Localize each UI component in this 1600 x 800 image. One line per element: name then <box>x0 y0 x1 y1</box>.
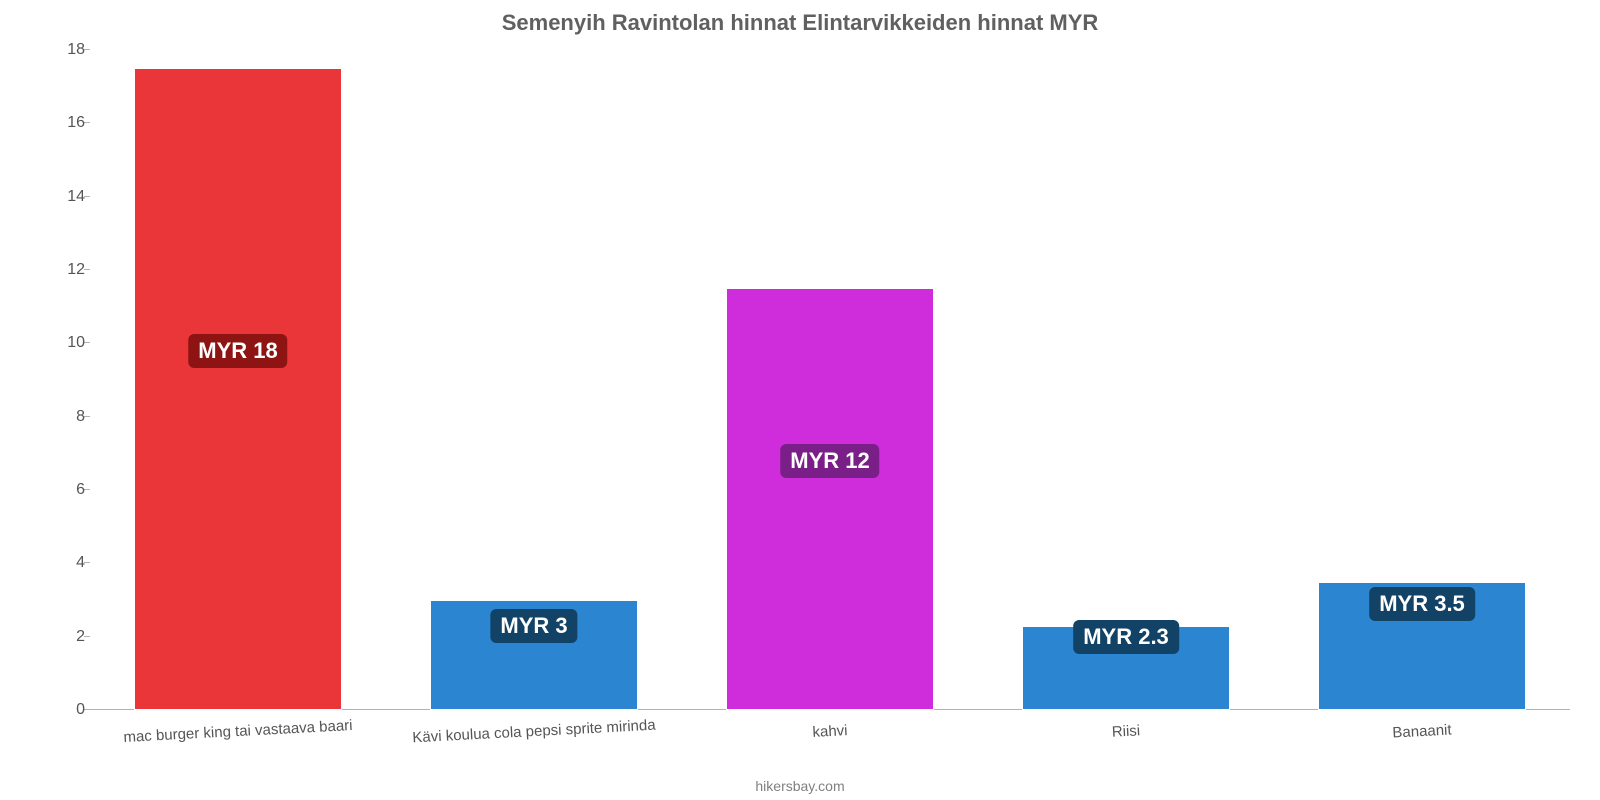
y-tick-label: 10 <box>35 334 85 352</box>
y-tick-mark <box>84 562 90 563</box>
y-tick-label: 0 <box>35 701 85 719</box>
y-tick-mark <box>84 49 90 50</box>
y-tick-label: 8 <box>35 408 85 426</box>
y-tick-mark <box>84 489 90 490</box>
y-tick-mark <box>84 122 90 123</box>
chart-title: Semenyih Ravintolan hinnat Elintarvikkei… <box>0 10 1600 36</box>
bar <box>134 68 341 710</box>
chart-credit: hikersbay.com <box>0 778 1600 794</box>
bar-value-label: MYR 3 <box>490 609 577 643</box>
y-axis: 024681012141618 <box>35 50 85 710</box>
bar <box>726 288 933 710</box>
x-tick-label: mac burger king tai vastaava baari <box>123 717 353 746</box>
y-tick-mark <box>84 636 90 637</box>
y-tick-label: 18 <box>35 41 85 59</box>
y-tick-label: 6 <box>35 481 85 499</box>
y-tick-mark <box>84 416 90 417</box>
x-tick-label: Riisi <box>1111 722 1140 740</box>
plot-area: 024681012141618 mac burger king tai vast… <box>90 50 1570 710</box>
y-tick-mark <box>84 709 90 710</box>
x-axis: mac burger king tai vastaava baari Kävi k… <box>90 710 1570 750</box>
bar-value-label: MYR 12 <box>780 444 879 478</box>
y-tick-label: 14 <box>35 188 85 206</box>
bar-value-label: MYR 2.3 <box>1073 620 1179 654</box>
bar-value-label: MYR 3.5 <box>1369 587 1475 621</box>
y-tick-label: 12 <box>35 261 85 279</box>
y-tick-mark <box>84 342 90 343</box>
y-tick-label: 4 <box>35 554 85 572</box>
y-tick-mark <box>84 269 90 270</box>
price-bar-chart: Semenyih Ravintolan hinnat Elintarvikkei… <box>0 0 1600 800</box>
x-tick-label: kahvi <box>812 722 848 741</box>
y-tick-label: 2 <box>35 628 85 646</box>
y-tick-label: 16 <box>35 114 85 132</box>
x-tick-label: Banaanit <box>1392 721 1452 741</box>
x-tick-label: Kävi koulua cola pepsi sprite mirinda <box>412 717 656 747</box>
y-tick-mark <box>84 196 90 197</box>
bar-value-label: MYR 18 <box>188 334 287 368</box>
